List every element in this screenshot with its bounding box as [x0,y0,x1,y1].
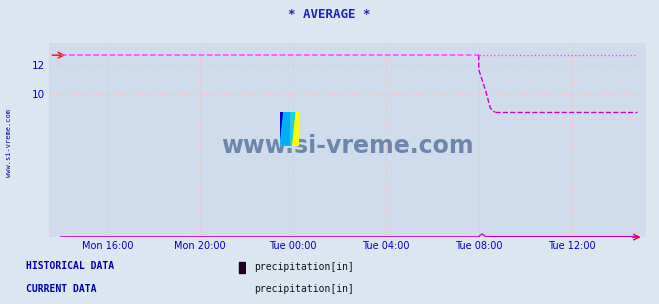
Bar [280,112,289,146]
Text: precipitation[in]: precipitation[in] [254,285,355,294]
Text: CURRENT DATA: CURRENT DATA [26,285,97,294]
Text: www.si-vreme.com: www.si-vreme.com [221,134,474,158]
Text: www.si-vreme.com: www.si-vreme.com [5,109,12,177]
Text: HISTORICAL DATA: HISTORICAL DATA [26,261,115,271]
Text: precipitation[in]: precipitation[in] [254,262,355,271]
Bar [239,262,244,273]
Text: * AVERAGE *: * AVERAGE * [288,8,371,21]
Bar [289,112,299,146]
Polygon shape [280,112,295,146]
